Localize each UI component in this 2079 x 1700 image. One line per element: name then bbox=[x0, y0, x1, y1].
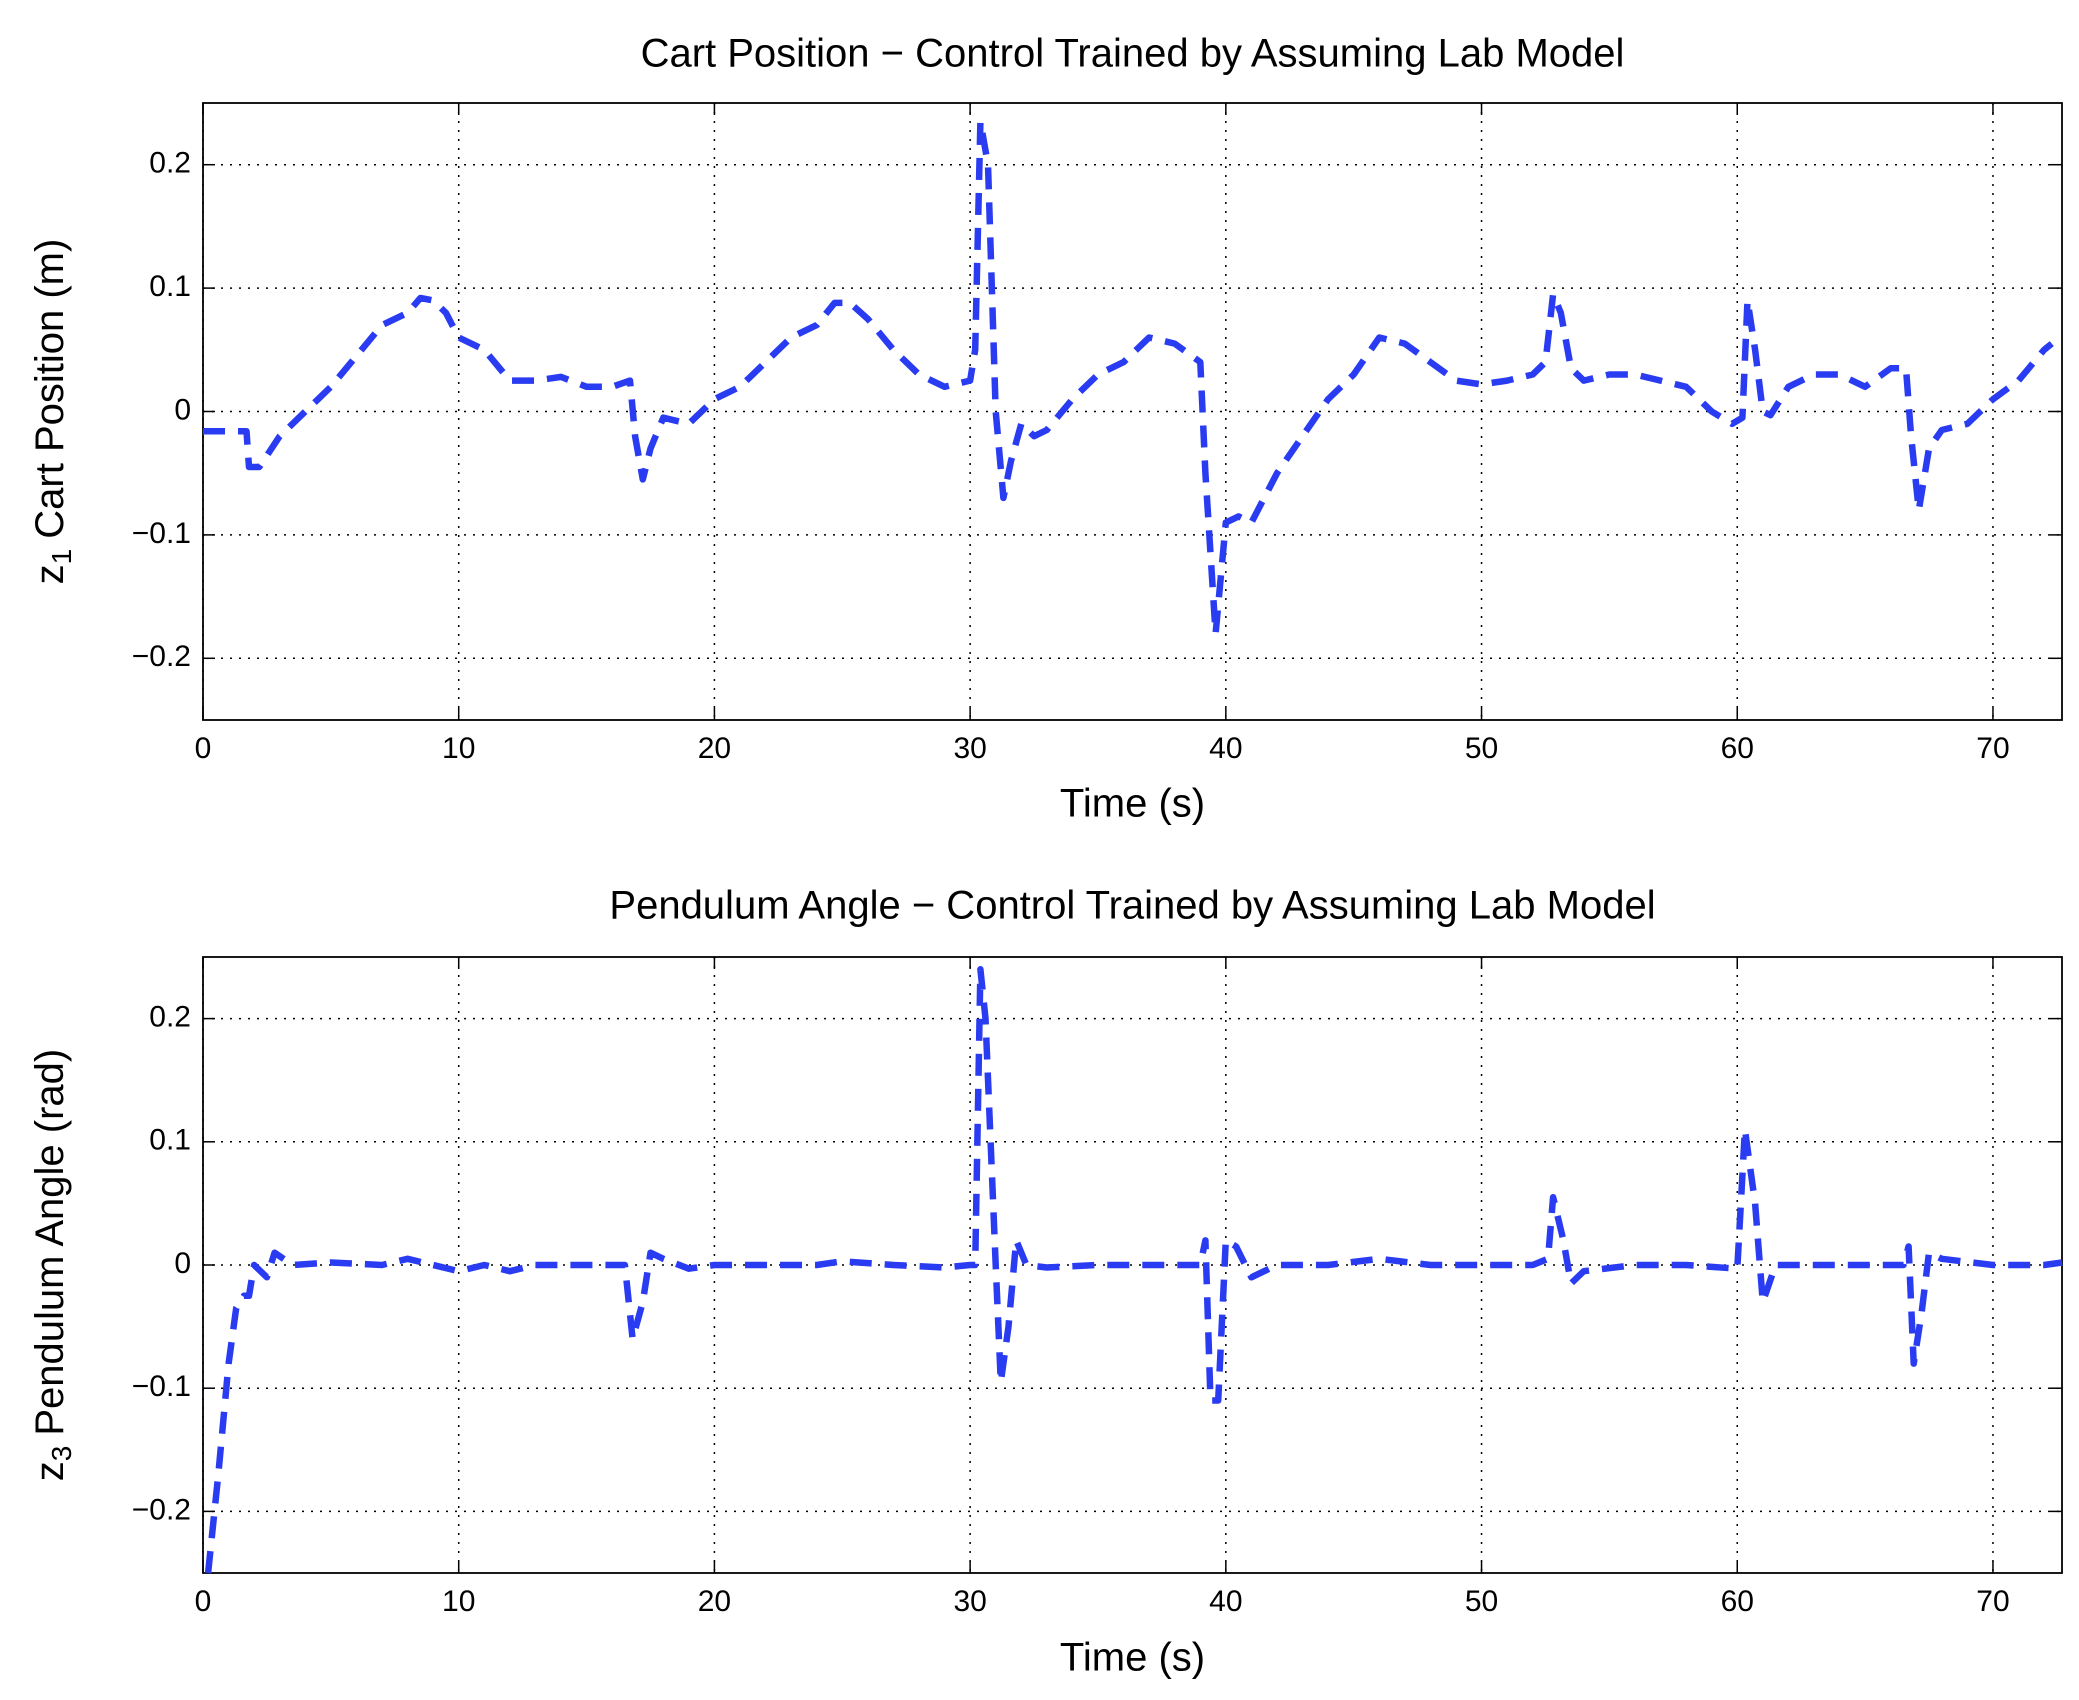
y-tick-label: 0 bbox=[174, 1247, 191, 1280]
y-axis-subscript: 3 bbox=[46, 1446, 77, 1462]
y-tick-label: 0 bbox=[174, 393, 191, 426]
y-tick-label: 0.2 bbox=[149, 1001, 191, 1034]
x-tick-label: 20 bbox=[698, 732, 731, 765]
y-axis-symbol: z bbox=[28, 1461, 72, 1481]
y-tick-label: −0.1 bbox=[132, 1370, 191, 1403]
data-line bbox=[203, 118, 2054, 637]
data-line bbox=[204, 966, 2063, 1574]
y-axis-subscript: 1 bbox=[46, 549, 77, 565]
x-tick-label: 50 bbox=[1465, 1585, 1498, 1618]
x-tick-label: 10 bbox=[442, 1585, 475, 1618]
y-axis-label: z3 Pendulum Angle (rad) bbox=[28, 1049, 78, 1481]
x-axis-label: Time (s) bbox=[1060, 782, 1205, 826]
chart-title: Pendulum Angle − Control Trained by Assu… bbox=[609, 884, 1655, 928]
y-tick-label: 0.1 bbox=[149, 1124, 191, 1157]
x-tick-label: 20 bbox=[698, 1585, 731, 1618]
y-tick-label: −0.2 bbox=[132, 1493, 191, 1526]
y-tick-label: 0.2 bbox=[149, 147, 191, 180]
chart-title: Cart Position − Control Trained by Assum… bbox=[641, 32, 1625, 76]
y-axis-text: Pendulum Angle (rad) bbox=[28, 1049, 72, 1436]
x-tick-label: 30 bbox=[953, 1585, 986, 1618]
y-axis-symbol: z bbox=[28, 564, 72, 584]
x-tick-label: 10 bbox=[442, 732, 475, 765]
y-tick-label: 0.1 bbox=[149, 270, 191, 303]
x-tick-label: 0 bbox=[195, 1585, 212, 1618]
y-axis-label: z1 Cart Position (m) bbox=[28, 239, 78, 585]
x-tick-label: 60 bbox=[1721, 1585, 1754, 1618]
x-axis-label: Time (s) bbox=[1060, 1636, 1205, 1680]
x-tick-label: 0 bbox=[195, 732, 212, 765]
x-tick-label: 70 bbox=[1976, 732, 2009, 765]
y-tick-label: −0.1 bbox=[132, 517, 191, 550]
x-tick-label: 50 bbox=[1465, 732, 1498, 765]
plot-frame bbox=[202, 102, 2063, 721]
x-tick-label: 40 bbox=[1209, 732, 1242, 765]
y-axis-text: Cart Position (m) bbox=[28, 239, 72, 539]
y-tick-label: −0.2 bbox=[132, 640, 191, 673]
x-tick-label: 30 bbox=[953, 732, 986, 765]
x-tick-label: 40 bbox=[1209, 1585, 1242, 1618]
x-tick-label: 60 bbox=[1721, 732, 1754, 765]
x-tick-label: 70 bbox=[1976, 1585, 2009, 1618]
